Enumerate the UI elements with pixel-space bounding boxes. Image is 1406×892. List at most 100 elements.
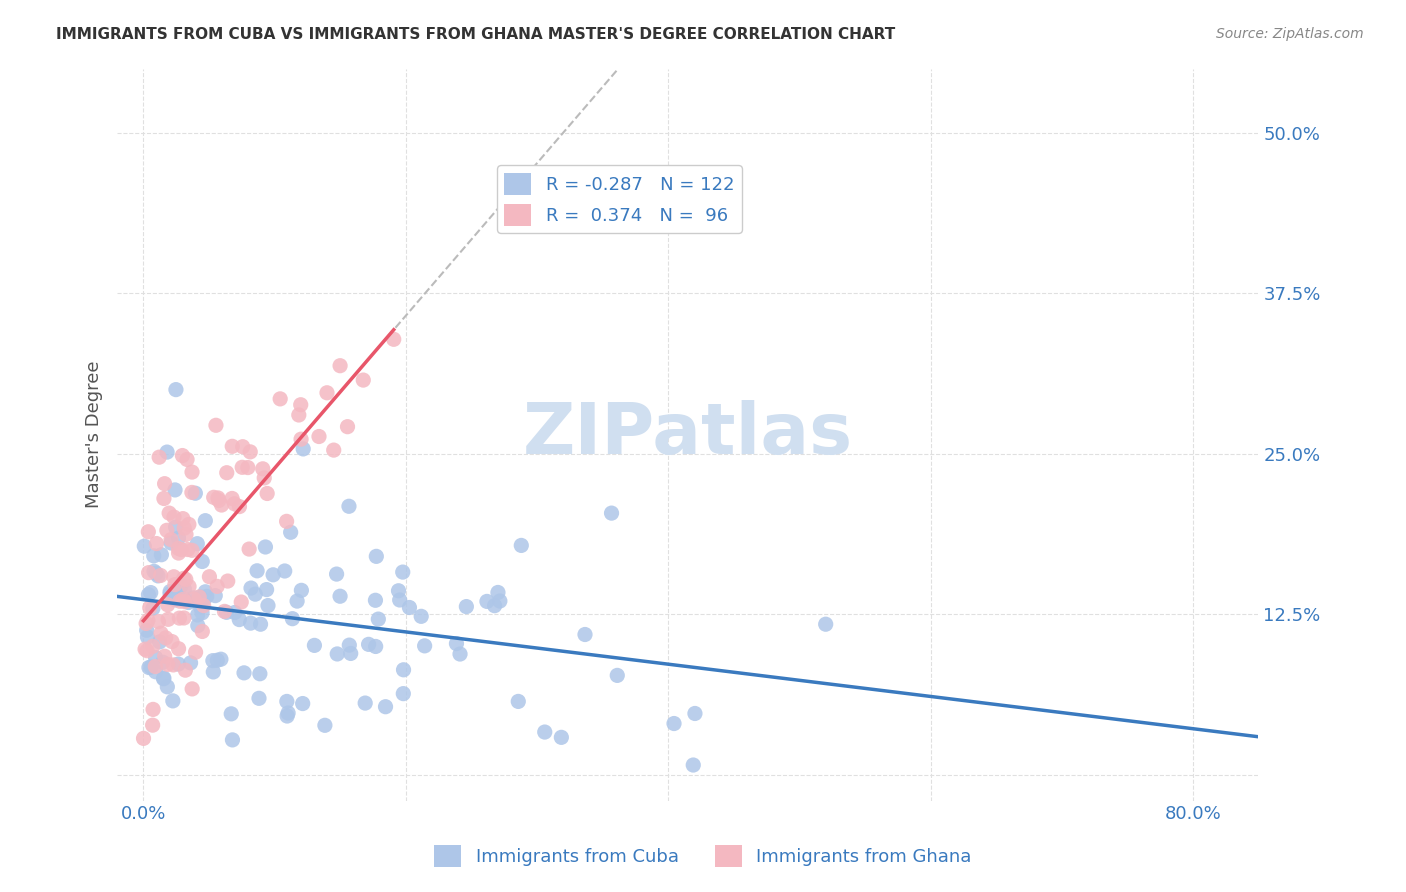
Point: [174, 663, 197, 677]
Point: [249, 617, 271, 632]
Point: [231, 460, 253, 475]
Point: [236, 460, 259, 475]
Point: [167, 641, 190, 656]
Point: [276, 709, 298, 723]
Point: [170, 542, 193, 557]
Point: [136, 643, 159, 657]
Point: [336, 419, 359, 434]
Point: [245, 587, 267, 601]
Point: [138, 566, 160, 580]
Point: [173, 521, 195, 535]
Point: [195, 590, 218, 604]
Point: [181, 465, 204, 479]
Point: [135, 624, 157, 638]
Point: [142, 718, 165, 732]
Point: [181, 543, 204, 558]
Point: [163, 570, 186, 584]
Point: [173, 594, 195, 608]
Point: [533, 725, 555, 739]
Point: [160, 536, 183, 550]
Point: [183, 592, 205, 607]
Point: [167, 541, 190, 556]
Point: [156, 445, 179, 459]
Point: [172, 511, 194, 525]
Point: [354, 696, 377, 710]
Point: [194, 584, 217, 599]
Point: [322, 443, 344, 458]
Point: [184, 486, 207, 500]
Point: [132, 731, 155, 746]
Point: [194, 514, 217, 528]
Point: [187, 618, 209, 632]
Point: [217, 574, 239, 588]
Point: [304, 639, 326, 653]
Point: [149, 635, 172, 649]
Point: [508, 694, 530, 708]
Point: [173, 571, 195, 585]
Point: [143, 659, 166, 673]
Point: [165, 593, 187, 607]
Point: [134, 539, 156, 553]
Point: [388, 593, 411, 607]
Point: [209, 652, 232, 666]
Point: [449, 647, 471, 661]
Point: [257, 599, 280, 613]
Point: [252, 462, 274, 476]
Point: [191, 624, 214, 639]
Point: [148, 615, 170, 629]
Point: [186, 537, 208, 551]
Point: [364, 593, 387, 607]
Text: Source: ZipAtlas.com: Source: ZipAtlas.com: [1216, 27, 1364, 41]
Point: [143, 564, 166, 578]
Point: [184, 645, 207, 659]
Point: [219, 706, 242, 721]
Point: [366, 549, 388, 564]
Point: [157, 612, 180, 626]
Point: [166, 585, 188, 599]
Point: [165, 520, 187, 534]
Point: [337, 638, 360, 652]
Point: [180, 656, 202, 670]
Point: [153, 491, 176, 506]
Point: [177, 595, 200, 609]
Point: [138, 588, 160, 602]
Point: [191, 606, 214, 620]
Point: [191, 554, 214, 568]
Point: [142, 640, 165, 654]
Point: [150, 548, 173, 562]
Point: [174, 573, 197, 587]
Point: [177, 517, 200, 532]
Point: [162, 657, 184, 672]
Point: [256, 486, 278, 500]
Point: [135, 616, 157, 631]
Point: [550, 731, 572, 745]
Point: [291, 697, 314, 711]
Point: [326, 647, 349, 661]
Point: [187, 607, 209, 622]
Point: [162, 694, 184, 708]
Point: [329, 589, 352, 603]
Point: [169, 611, 191, 625]
Point: [180, 485, 202, 500]
Point: [136, 630, 159, 644]
Point: [292, 442, 315, 456]
Point: [145, 536, 167, 550]
Point: [145, 665, 167, 679]
Point: [285, 594, 308, 608]
Point: [159, 587, 181, 601]
Legend: Immigrants from Cuba, Immigrants from Ghana: Immigrants from Cuba, Immigrants from Gh…: [427, 838, 979, 874]
Point: [290, 398, 312, 412]
Text: IMMIGRANTS FROM CUBA VS IMMIGRANTS FROM GHANA MASTER'S DEGREE CORRELATION CHART: IMMIGRANTS FROM CUBA VS IMMIGRANTS FROM …: [56, 27, 896, 42]
Point: [308, 429, 330, 443]
Point: [316, 385, 339, 400]
Point: [382, 332, 405, 346]
Point: [163, 577, 186, 591]
Point: [277, 706, 299, 720]
Point: [249, 666, 271, 681]
Point: [413, 639, 436, 653]
Point: [170, 579, 193, 593]
Point: [682, 758, 704, 772]
Point: [269, 392, 291, 406]
Point: [273, 564, 295, 578]
Point: [153, 649, 176, 664]
